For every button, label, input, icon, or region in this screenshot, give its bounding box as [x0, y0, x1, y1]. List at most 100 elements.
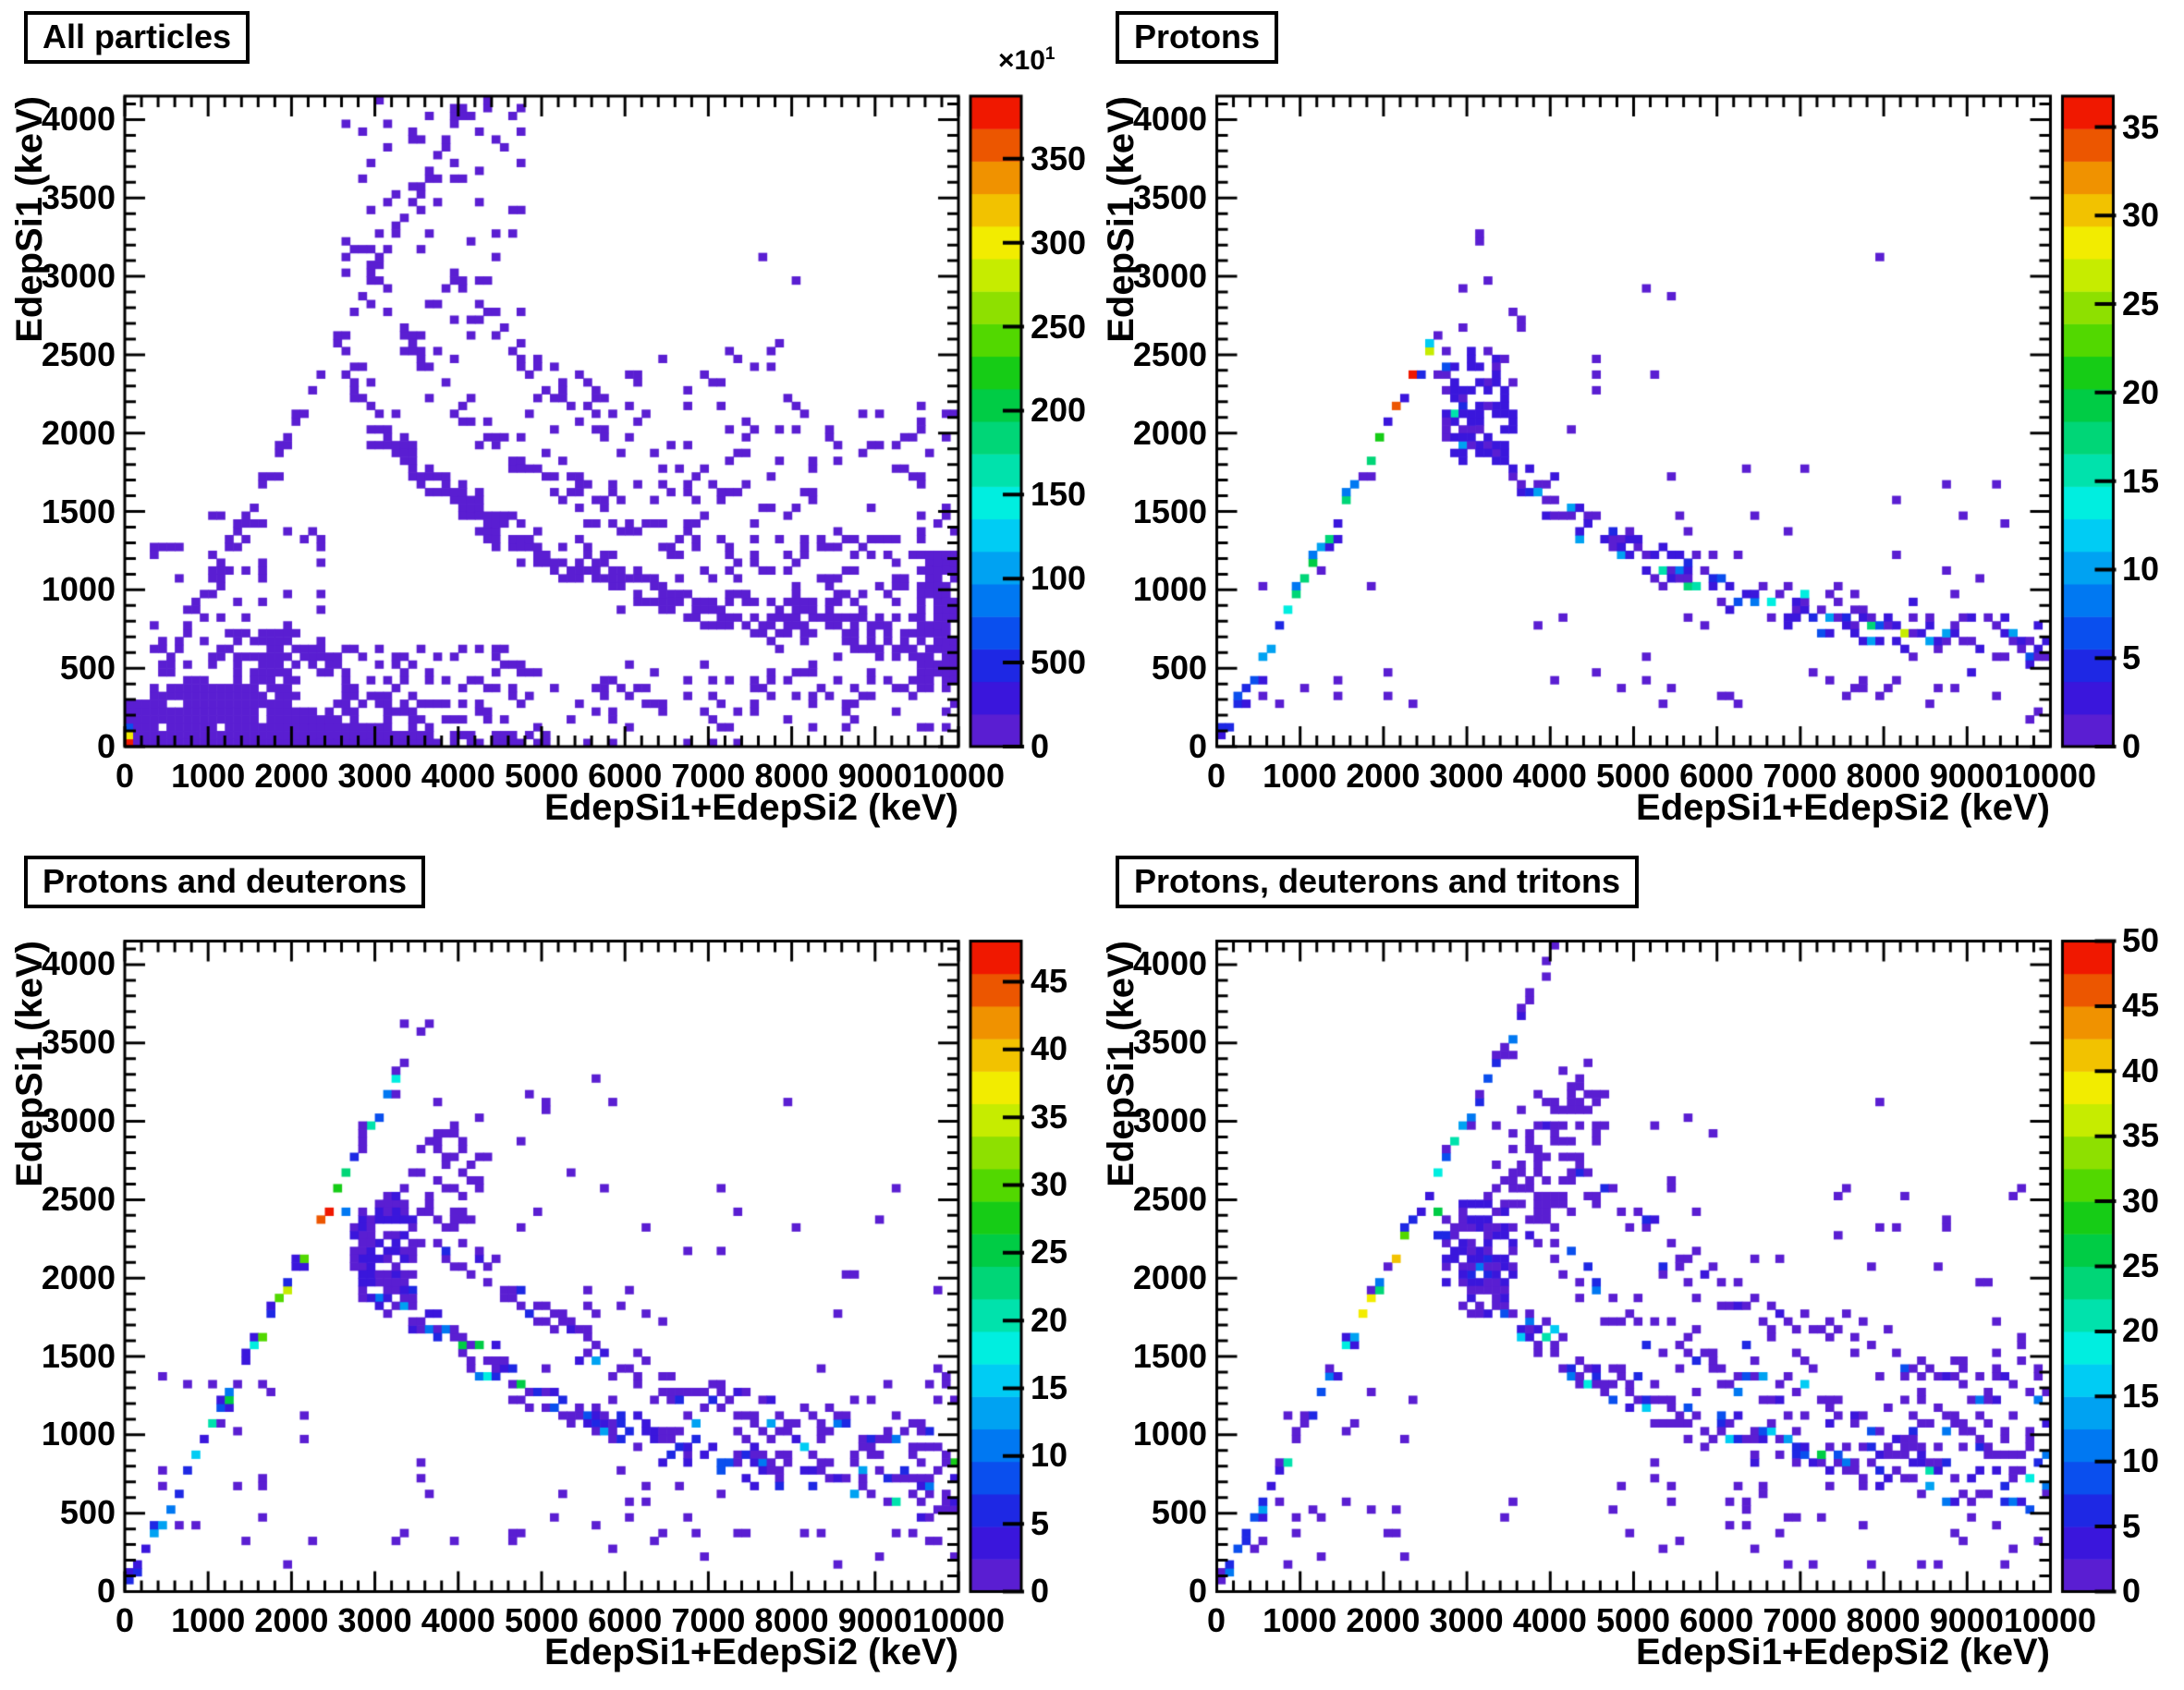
y-tick-label: 0	[96, 1572, 116, 1610]
x-tick-label: 9000	[837, 1601, 912, 1639]
y-tick-label: 0	[1188, 727, 1207, 765]
x-tick-label: 2000	[254, 1601, 329, 1639]
x-tick-label: 10000	[2003, 1601, 2097, 1639]
x-tick-label: 9000	[837, 757, 912, 795]
x-tick-label: 7000	[1763, 1601, 1837, 1639]
x-axis-title: EdepSi1+EdepSi2 (keV)	[544, 1632, 958, 1672]
colorbar-tick-label: 45	[2122, 986, 2160, 1025]
y-tick-label: 2000	[41, 1258, 116, 1296]
colorbar-tick-label: 0	[1031, 1572, 1050, 1610]
y-tick-label: 1500	[1132, 1336, 1207, 1375]
x-tick-label: 1000	[171, 1601, 246, 1639]
y-tick-label: 3500	[41, 178, 116, 217]
x-axis-title: EdepSi1+EdepSi2 (keV)	[1636, 787, 2050, 828]
colorbar-tick-label: 30	[1031, 1165, 1068, 1203]
colorbar-scale-factor: ×101	[998, 44, 1055, 77]
x-tick-label: 4000	[421, 757, 495, 795]
x-tick-label: 1000	[171, 757, 246, 795]
y-tick-label: 1000	[41, 570, 116, 609]
x-tick-label: 6000	[1679, 757, 1754, 795]
colorbar-tick-label: 30	[2122, 196, 2160, 235]
y-tick-label: 0	[1188, 1572, 1207, 1610]
colorbar-tick-label: 5	[2122, 638, 2141, 677]
colorbar-tick-label: 10	[2122, 550, 2160, 589]
colorbar-tick-label: 45	[1031, 962, 1068, 1000]
colorbar-tick-label: 15	[1031, 1368, 1068, 1406]
colorbar-tick-label: 40	[2122, 1051, 2160, 1089]
x-tick-label: 6000	[588, 757, 663, 795]
y-tick-label: 2500	[1132, 334, 1207, 373]
x-tick-label: 1000	[1263, 757, 1337, 795]
colorbar-tick-label: 35	[2122, 107, 2160, 146]
colorbar-tick-label: 10	[2122, 1441, 2160, 1480]
y-tick-label: 1500	[41, 492, 116, 530]
colorbar-tick-label: 20	[2122, 372, 2160, 411]
colorbar-tick-label: 0	[2122, 727, 2141, 765]
colorbar-tick-label: 350	[1031, 139, 1087, 177]
x-axis-title: EdepSi1+EdepSi2 (keV)	[544, 787, 958, 828]
x-tick-label: 7000	[671, 1601, 746, 1639]
pad-protons: Protons EdepSi1 (keV) EdepSi1+EdepSi2 (k…	[1092, 0, 2183, 845]
x-tick-label: 3000	[1429, 757, 1504, 795]
y-tick-label: 2500	[1132, 1179, 1207, 1218]
x-tick-label: 3000	[1429, 1601, 1504, 1639]
y-tick-label: 4000	[41, 944, 116, 983]
y-tick-label: 3000	[41, 257, 116, 296]
y-tick-label: 500	[59, 1493, 116, 1532]
x-tick-label: 9000	[1929, 757, 2004, 795]
colorbar-tick-label: 15	[2122, 1376, 2160, 1415]
colorbar-tick-label: 5	[2122, 1506, 2141, 1545]
colorbar-tick-label: 0	[1031, 727, 1050, 765]
x-tick-label: 8000	[754, 1601, 829, 1639]
x-tick-label: 6000	[588, 1601, 663, 1639]
x-tick-label: 8000	[1846, 1601, 1921, 1639]
colorbar-tick-label: 50	[2122, 921, 2160, 959]
colorbar-factor-base: ×10	[998, 45, 1045, 76]
y-tick-label: 3500	[41, 1023, 116, 1062]
y-tick-label: 4000	[41, 100, 116, 139]
x-tick-label: 0	[1206, 757, 1226, 795]
panel-title: Protons	[1134, 18, 1261, 55]
x-tick-label: 10000	[911, 757, 1006, 795]
x-tick-label: 2000	[1346, 1601, 1421, 1639]
colorbar-tick-label: 25	[2122, 1246, 2160, 1284]
y-tick-label: 3500	[1132, 1023, 1207, 1062]
colorbar-tick-label: 25	[2122, 285, 2160, 323]
y-tick-label: 2000	[41, 413, 116, 452]
y-tick-label: 1000	[1132, 1415, 1207, 1453]
colorbar-factor-exponent: 1	[1044, 44, 1055, 64]
y-tick-label: 500	[1151, 1493, 1207, 1532]
colorbar-tick-label: 200	[1031, 391, 1087, 430]
panel-title-box: Protons	[1116, 11, 1279, 65]
y-tick-label: 2500	[41, 334, 116, 373]
y-tick-label: 2500	[41, 1179, 116, 1218]
pad-protons-deuterons: Protons and deuterons EdepSi1 (keV) Edep…	[0, 845, 1092, 1689]
y-tick-label: 1000	[1132, 570, 1207, 609]
x-tick-label: 9000	[1929, 1601, 2004, 1639]
x-tick-label: 10000	[911, 1601, 1006, 1639]
colorbar-tick-label: 20	[2122, 1311, 2160, 1350]
y-tick-label: 3000	[41, 1101, 116, 1140]
y-tick-label: 500	[59, 649, 116, 687]
x-tick-label: 5000	[504, 1601, 580, 1639]
panel-title-box: All particles	[24, 11, 250, 65]
colorbar-tick-label: 35	[2122, 1116, 2160, 1155]
y-tick-label: 3000	[1132, 1101, 1207, 1140]
x-tick-label: 10000	[2003, 757, 2097, 795]
x-tick-label: 3000	[337, 1601, 412, 1639]
y-tick-label: 500	[1151, 649, 1207, 687]
x-tick-label: 4000	[1512, 1601, 1587, 1639]
panel-title-box: Protons and deuterons	[24, 856, 426, 909]
x-tick-label: 5000	[504, 757, 580, 795]
colorbar-tick-label: 25	[1031, 1233, 1068, 1271]
y-tick-label: 2000	[1132, 1258, 1207, 1296]
colorbar-tick-label: 150	[1031, 475, 1087, 514]
panel-title: All particles	[43, 18, 232, 55]
x-tick-label: 0	[115, 757, 135, 795]
x-tick-label: 7000	[1763, 757, 1837, 795]
x-tick-label: 7000	[671, 757, 746, 795]
y-tick-label: 4000	[1132, 944, 1207, 983]
colorbar-tick-label: 40	[1031, 1029, 1068, 1068]
x-tick-label: 8000	[754, 757, 829, 795]
